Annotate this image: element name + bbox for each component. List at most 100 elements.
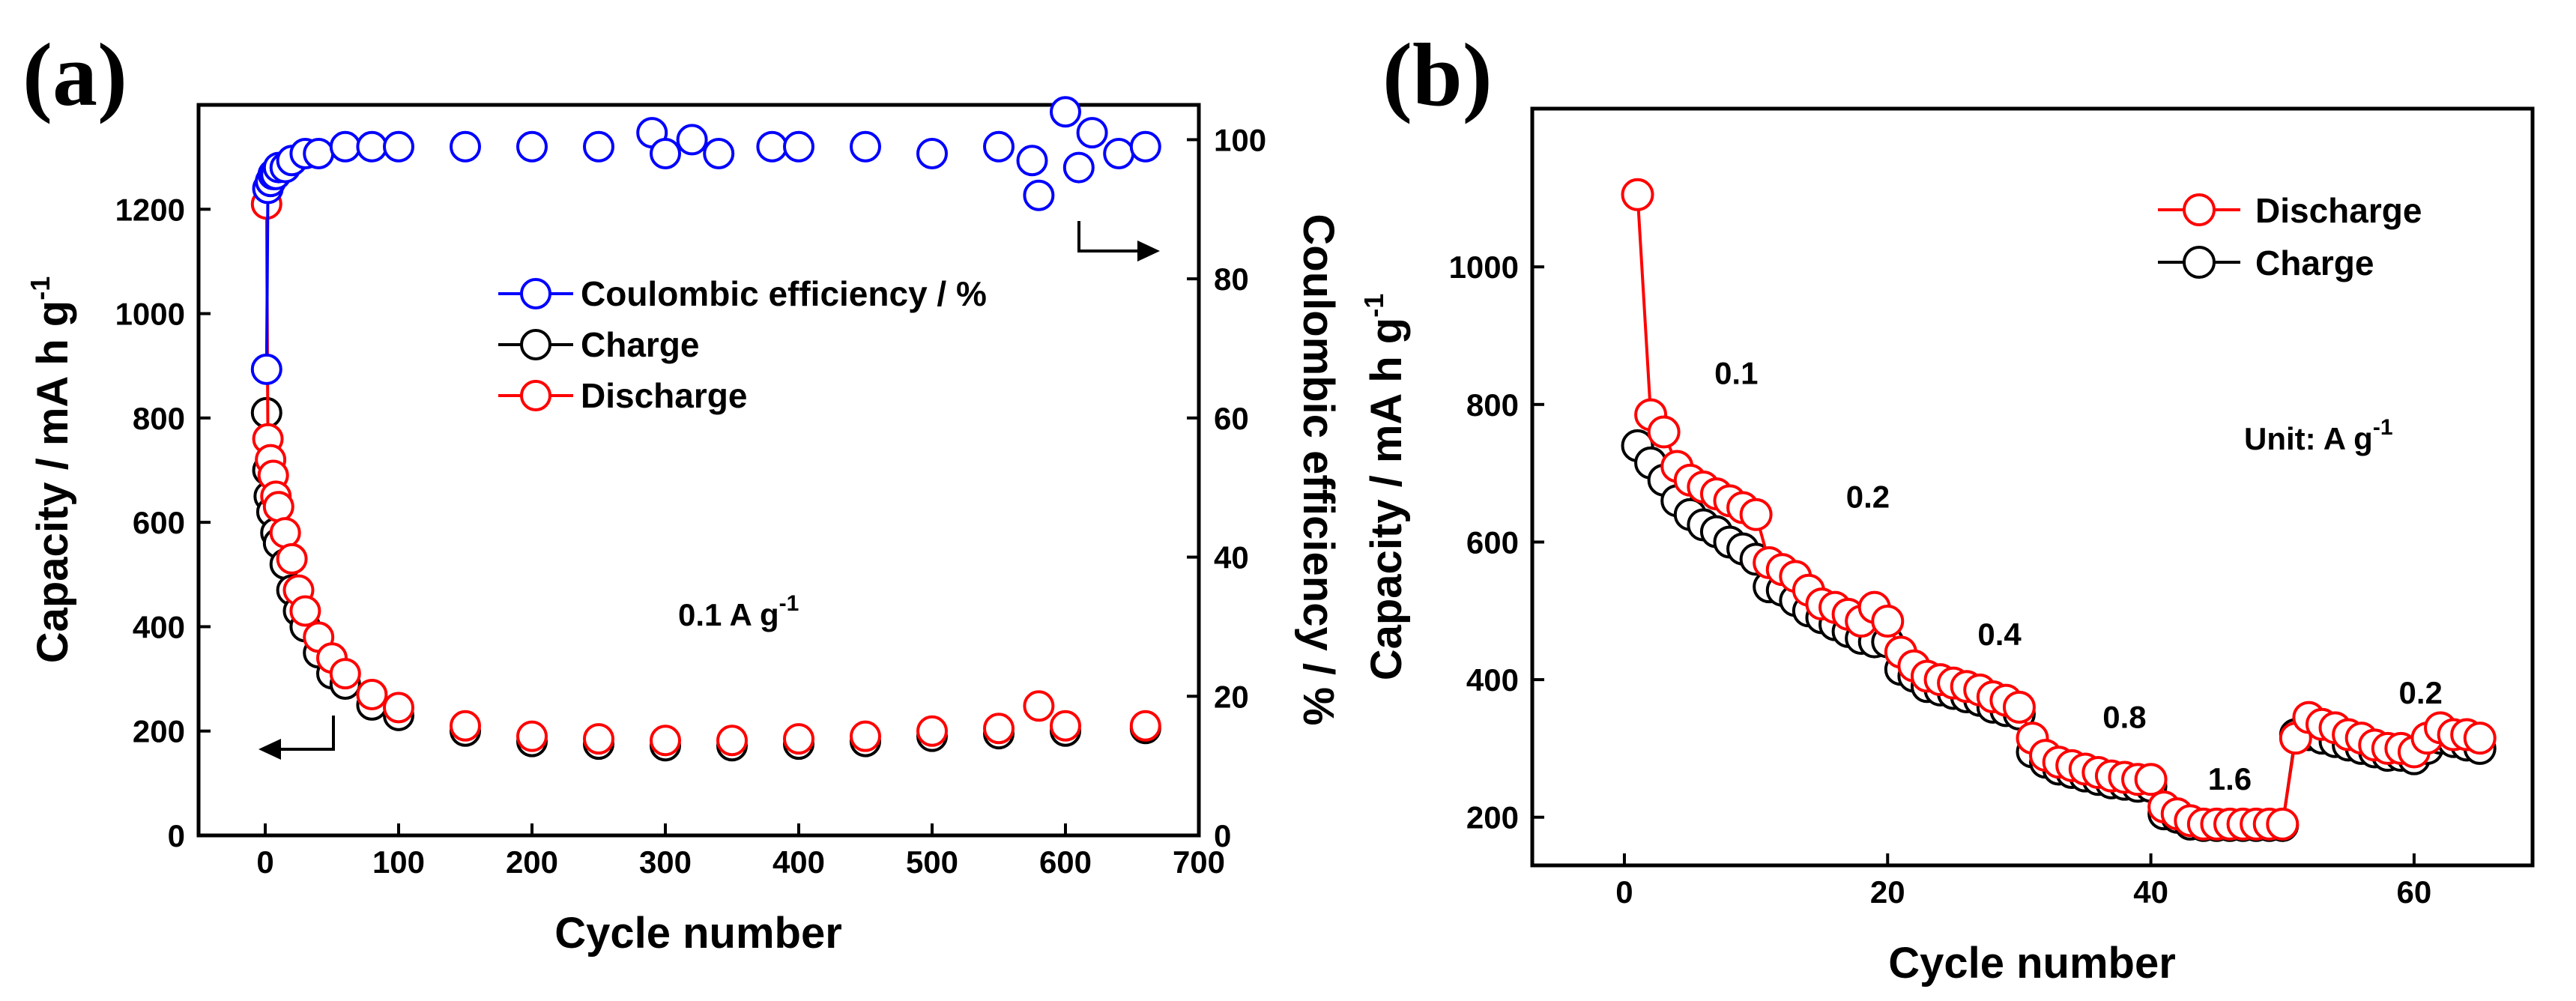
data-point: [1129, 130, 1161, 163]
right-axis-arrow-line: [1077, 221, 1150, 252]
x-tick-label: 400: [773, 844, 825, 880]
y2-tick-label: 0: [1214, 818, 1231, 853]
panel-a-series: [250, 96, 1161, 762]
data-point: [983, 713, 1015, 745]
series-coulombic-efficiency-: [250, 96, 1161, 385]
rate-label: 0.1: [1714, 355, 1758, 390]
panel-b-label: (b): [1382, 25, 1493, 124]
panel-a-y2-ticks: 0 20 40 60 80 100: [1187, 122, 1266, 853]
data-point: [450, 710, 481, 742]
panel-b-y-axis-title: Capacity / mA h g-1: [1358, 294, 1411, 681]
legend-marker-discharge: [520, 380, 551, 411]
data-point: [329, 130, 361, 163]
y-tick-label: 1000: [1449, 250, 1519, 285]
data-point: [583, 130, 614, 163]
panel-a-y-axis-title-text: Capacity / mA h g: [28, 300, 77, 664]
left-axis-arrow-line: [266, 716, 335, 751]
legend-b-marker-charge: [2183, 246, 2216, 279]
left-axis-arrow-head: [258, 739, 281, 760]
data-point: [1871, 605, 1905, 638]
panel-a-chart: (a) 0 100 200 300 400 500 600 700 0200400600800…: [22, 25, 1343, 958]
data-point: [916, 715, 948, 747]
y2-tick-label: 60: [1214, 401, 1249, 436]
data-point: [262, 491, 294, 523]
x-tick-label: 40: [2133, 874, 2168, 910]
rate-label: 0.2: [1846, 480, 1890, 515]
rate-label: 0.4: [1977, 617, 2022, 652]
y-tick-label: 400: [1466, 662, 1519, 698]
panel-b-plot-frame: [1530, 106, 2535, 868]
panel-a-label: (a): [22, 25, 127, 124]
x-tick-label: 20: [1870, 874, 1905, 910]
data-point: [356, 678, 388, 710]
y-tick-label: 600: [1466, 524, 1519, 560]
panel-b-unit-label: Unit: A g-1: [2244, 415, 2393, 456]
panel-a-annotation-sup: -1: [779, 591, 799, 616]
data-point: [650, 725, 681, 757]
data-point: [1129, 710, 1161, 742]
rate-label: 0.2: [2398, 675, 2442, 710]
legend-item-discharge: Discharge: [498, 376, 747, 415]
data-point: [2266, 807, 2300, 841]
x-tick-label: 500: [906, 844, 958, 880]
legend-marker-charge: [520, 329, 551, 360]
y-tick-label: 200: [1466, 800, 1519, 835]
panel-a-annotation-text: 0.1 A g: [678, 597, 779, 632]
data-point: [583, 723, 614, 755]
x-tick-label: 60: [2397, 874, 2432, 910]
data-point: [916, 138, 948, 169]
x-tick-label: 200: [506, 844, 558, 880]
y2-tick-label: 20: [1214, 679, 1249, 714]
data-point: [716, 725, 748, 757]
data-point: [783, 723, 814, 755]
legend-label-charge: Charge: [581, 325, 699, 364]
panel-b-y-ticks: 200 400 600 800 1000: [1449, 250, 1544, 835]
series-connector-line: [264, 188, 270, 369]
data-point: [2002, 690, 2036, 724]
x-tick-label: 700: [1173, 844, 1225, 880]
data-point: [1050, 710, 1081, 742]
panel-b-x-ticks: 0 20 40 60: [1615, 853, 2431, 910]
y-tick-label: 0: [168, 818, 185, 853]
data-point: [356, 130, 388, 163]
data-point: [516, 130, 548, 163]
panel-a-y-ticks: 0 200 400 600 800 1000 1200: [115, 192, 211, 853]
data-point: [303, 138, 335, 169]
x-tick-label: 100: [372, 844, 425, 880]
panel-b-y-axis-title-text: Capacity / mA h g: [1362, 318, 1411, 681]
data-point: [1050, 96, 1081, 128]
legend-marker-coulombic: [520, 278, 551, 309]
series-discharge: [1621, 178, 2497, 841]
data-point: [329, 658, 361, 690]
data-point: [1023, 690, 1055, 722]
data-point: [1023, 179, 1055, 211]
legend-b-item-charge: Charge: [2158, 244, 2374, 282]
data-point: [783, 130, 814, 163]
legend-label-discharge: Discharge: [581, 376, 747, 415]
legend-b-marker-discharge: [2183, 193, 2216, 226]
legend-b-label-charge: Charge: [2255, 244, 2374, 282]
data-point: [756, 130, 788, 163]
panel-a-x-ticks: 0 100 200 300 400 500 600 700: [256, 823, 1225, 880]
panel-a-y-axis-title-sup: -1: [25, 276, 55, 300]
data-point: [650, 138, 681, 169]
legend-item-charge: Charge: [498, 325, 699, 364]
data-point: [983, 130, 1015, 163]
data-point: [450, 130, 481, 163]
data-point: [1076, 117, 1108, 149]
y2-tick-label: 40: [1214, 540, 1249, 575]
rate-label: 1.6: [2208, 761, 2252, 796]
y-tick-label: 1200: [115, 192, 185, 227]
data-point: [1739, 498, 1773, 531]
rate-label: 0.8: [2102, 699, 2146, 734]
data-point: [289, 595, 321, 627]
panel-a-legend: Coulombic efficiency / % Charge Discharg…: [498, 274, 987, 415]
data-point: [1647, 415, 1681, 449]
y-tick-label: 600: [133, 505, 185, 540]
legend-b-item-discharge: Discharge: [2158, 191, 2422, 230]
panel-b-unit-text: Unit: A g: [2244, 421, 2373, 456]
series-charge: [1621, 429, 2497, 842]
panel-a-y2-axis-title: Coulombic efficiency / %: [1294, 214, 1343, 725]
panel-b-legend: Discharge Charge: [2158, 191, 2422, 282]
